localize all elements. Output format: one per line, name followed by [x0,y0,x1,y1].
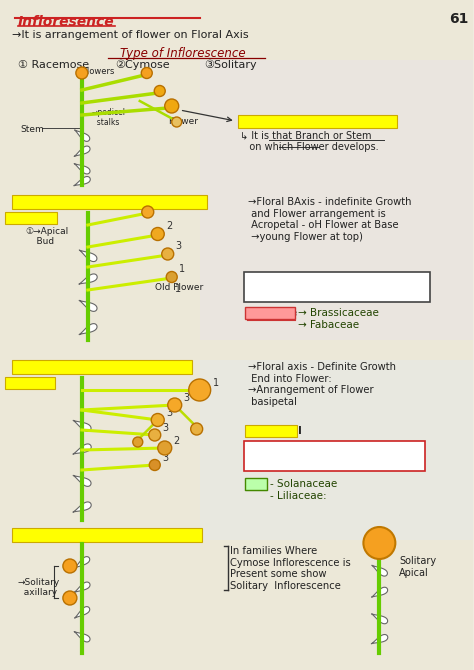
Text: Old Flower-top
Young Flower - Base: Old Flower-top Young Flower - Base [247,444,352,466]
Text: 4: 4 [156,199,162,209]
Text: Ex: Ex [246,479,261,489]
Circle shape [63,591,77,605]
Polygon shape [74,632,90,642]
Polygon shape [79,324,97,335]
Polygon shape [74,163,90,174]
Text: - Solanaceae
- Liliaceae:: - Solanaceae - Liliaceae: [270,479,337,500]
Polygon shape [73,502,91,513]
Text: Example: Example [246,308,297,318]
Polygon shape [372,587,388,597]
Text: Stem: Stem [20,125,44,134]
Polygon shape [74,557,90,568]
Circle shape [158,441,172,455]
FancyBboxPatch shape [5,377,55,389]
Circle shape [364,527,395,559]
FancyBboxPatch shape [245,425,297,437]
FancyBboxPatch shape [245,307,294,319]
Circle shape [133,437,143,447]
Bar [200,60,473,340]
Circle shape [151,228,164,241]
Circle shape [142,206,154,218]
Polygon shape [79,250,97,261]
Circle shape [165,99,179,113]
Text: Flowers: Flowers [82,67,114,76]
Circle shape [168,398,182,412]
Polygon shape [73,475,91,486]
Text: Solitary
Apical: Solitary Apical [400,556,437,578]
Circle shape [149,429,161,441]
Polygon shape [74,146,90,157]
Text: Old Flower: Old Flower [155,283,203,292]
FancyBboxPatch shape [237,115,397,128]
Text: 3: 3 [163,423,169,433]
Polygon shape [74,130,90,141]
Polygon shape [372,614,388,624]
Text: ①→Apical
    Bud: ①→Apical Bud [25,227,68,247]
Text: ①Racemose Inflorescence:: ①Racemose Inflorescence: [14,196,179,206]
Text: →pedicel
  stalks: →pedicel stalks [92,108,126,127]
Text: ③Solitary: ③Solitary [205,60,257,70]
Text: 1: 1 [175,284,181,294]
Text: Recemose = Inflorescence
Acropetal = Arrange,ment: Recemose = Inflorescence Acropetal = Arr… [247,275,377,297]
FancyBboxPatch shape [5,212,57,224]
FancyBboxPatch shape [244,441,425,471]
Polygon shape [371,634,388,644]
Circle shape [149,460,160,470]
Polygon shape [79,300,97,312]
Polygon shape [372,565,387,576]
Text: ↳ It is that Branch or Stem
   on which Flower develops.: ↳ It is that Branch or Stem on which Flo… [240,130,378,151]
Polygon shape [74,582,90,592]
Text: Infloresence: Infloresence [18,15,115,29]
FancyBboxPatch shape [245,478,266,490]
Text: In families Where
Cymose Inflorescence is
Present some show
Solitary  Infloresce: In families Where Cymose Inflorescence i… [229,546,350,591]
FancyBboxPatch shape [12,195,207,209]
FancyBboxPatch shape [244,272,430,302]
Text: 2: 2 [166,221,173,231]
Circle shape [141,68,152,78]
Text: 3: 3 [176,241,182,251]
Circle shape [166,271,177,283]
Text: ① Racemose: ① Racemose [18,60,89,70]
Polygon shape [73,420,91,431]
FancyBboxPatch shape [12,360,191,374]
Polygon shape [74,606,90,618]
Circle shape [162,248,173,260]
Bar [200,360,473,540]
Text: Basipetal: Basipetal [7,378,53,388]
Text: Acropetal: Acropetal [7,213,54,223]
FancyBboxPatch shape [12,528,201,542]
Circle shape [154,86,165,96]
Text: →Solitary
  axillary: →Solitary axillary [18,578,60,598]
Text: → Brassicaceae
→ Fabaceae: → Brassicaceae → Fabaceae [298,308,378,330]
Text: ②Cymose Inflorescence:: ②Cymose Inflorescence: [14,361,164,371]
Circle shape [189,379,210,401]
Circle shape [151,413,164,427]
Text: Floral Axis (Peduncle): Floral Axis (Peduncle) [240,116,369,126]
Circle shape [76,67,88,79]
Text: 3: 3 [184,393,190,403]
Text: ②Cymose: ②Cymose [115,60,169,70]
Circle shape [191,423,203,435]
Text: →Floral BAxis - indefinite Growth
 and Flower arrangement is
 Acropetal - oH Flo: →Floral BAxis - indefinite Growth and Fl… [247,197,411,242]
Circle shape [172,117,182,127]
Text: basipetal: basipetal [247,426,302,436]
Text: ③ Solitary Inflorescence: ③ Solitary Inflorescence [14,529,173,542]
Text: 1: 1 [179,264,185,274]
Text: 2: 2 [173,436,180,446]
Text: 3: 3 [166,408,173,418]
Polygon shape [74,176,90,186]
Text: 1: 1 [213,378,219,388]
Circle shape [63,559,77,573]
Text: →It is arrangement of flower on Floral Axis: →It is arrangement of flower on Floral A… [12,30,248,40]
Polygon shape [73,444,91,454]
Text: 61: 61 [449,12,469,26]
Text: Flower: Flower [168,117,198,126]
Text: →Floral axis - Definite Growth
 End into Flower:
→Anrangement of Flower
 basipet: →Floral axis - Definite Growth End into … [247,362,396,407]
Text: 3: 3 [162,453,168,463]
Text: Type of Inflorescence: Type of Inflorescence [120,47,246,60]
Polygon shape [79,274,97,284]
